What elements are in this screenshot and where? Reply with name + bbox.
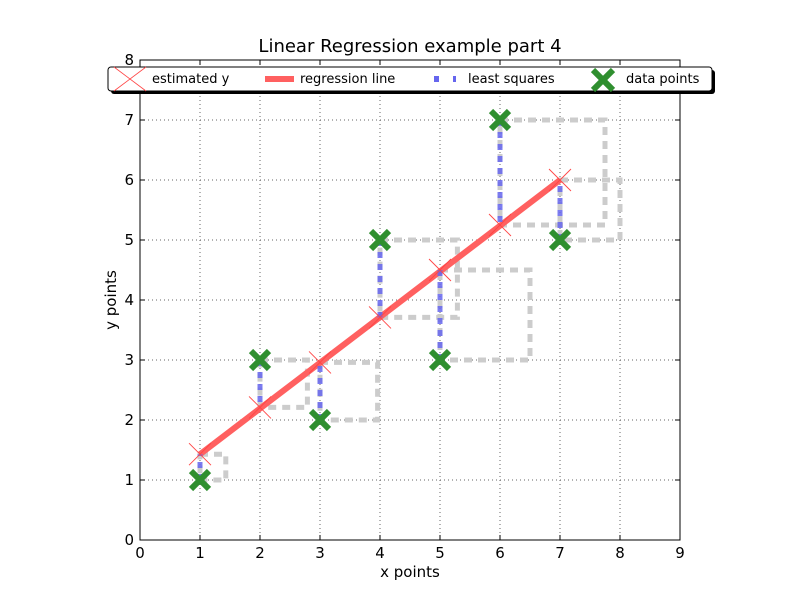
y-tick-label: 6 [124,171,134,189]
estimated-y-point [248,396,272,419]
estimated-y-point [488,213,512,237]
x-tick-label: 0 [135,544,145,562]
y-tick-label: 2 [124,411,134,429]
axis-ticks: 0 1 2 3 4 5 6 7 8 9 0 1 2 3 4 5 6 7 8 [124,51,684,562]
least-squares-layer [197,120,563,480]
y-axis-label: y points [102,270,120,330]
grid [140,60,680,540]
x-tick-label: 1 [195,544,205,562]
legend-box [107,66,713,92]
legend-label-least-squares: least squares [468,72,555,87]
data-point [248,348,272,372]
x-tick-label: 6 [495,544,505,562]
x-tick-label: 7 [555,544,565,562]
estimated-y-point [428,258,452,282]
data-point [488,108,512,132]
legend-label-data-points: data points [626,72,700,87]
data-point [308,408,332,432]
y-tick-label: 5 [124,231,134,249]
x-axis-label: x points [380,563,440,581]
data-point [188,468,212,492]
x-tick-label: 3 [315,544,325,562]
y-tick-label: 4 [124,291,134,309]
estimated-y-point [188,442,212,466]
y-tick-label: 3 [124,351,134,369]
y-tick-label: 7 [124,111,134,129]
x-tick-label: 9 [675,544,685,562]
data-points-layer [188,108,572,492]
data-point [368,228,392,252]
estimated-y-layer [188,168,572,466]
chart-title: Linear Regression example part 4 [258,36,561,57]
y-tick-label: 1 [124,471,134,489]
estimated-y-point [368,306,392,329]
legend: estimated y regression line least square… [107,66,715,94]
y-tick-label: 8 [124,51,134,69]
legend-estimated-y-marker [113,66,147,92]
data-point [548,228,572,252]
estimated-y-point [308,351,332,374]
y-tick-label: 0 [124,531,134,549]
x-tick-label: 4 [375,544,385,562]
legend-data-points-marker [590,67,616,93]
x-tick-label: 5 [435,544,445,562]
x-tick-label: 8 [615,544,625,562]
least-squares-box [257,357,310,410]
legend-label-regression-line: regression line [300,72,395,87]
data-point [428,348,452,372]
legend-label-estimated-y: estimated y [152,72,230,87]
least-squares-box [437,267,533,363]
estimated-y-point [548,168,572,192]
x-tick-label: 2 [255,544,265,562]
